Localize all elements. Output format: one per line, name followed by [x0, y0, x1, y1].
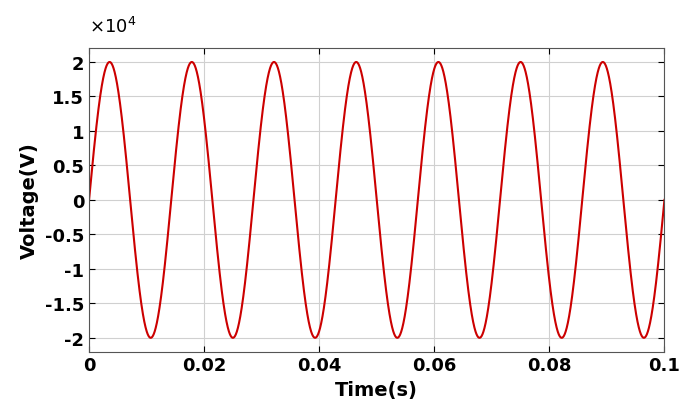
Text: $\times10^4$: $\times10^4$ — [89, 17, 136, 37]
Y-axis label: Voltage(V): Voltage(V) — [21, 142, 39, 258]
X-axis label: Time(s): Time(s) — [336, 380, 418, 399]
